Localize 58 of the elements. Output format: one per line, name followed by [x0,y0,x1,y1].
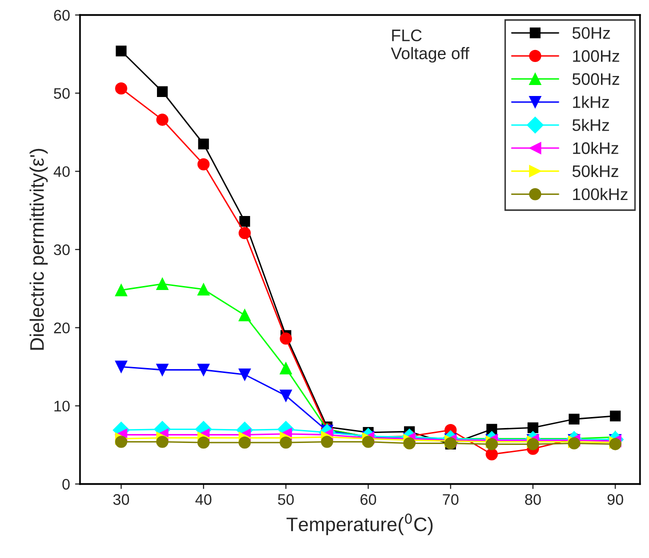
legend-label: 100kHz [573,188,628,200]
x-tick-label: 80 [525,494,541,505]
point [115,82,128,95]
legend-label: 500Hz [572,73,620,85]
point [486,438,498,450]
point [197,436,210,449]
point [568,414,580,425]
point [280,390,292,402]
point [486,448,498,460]
x-tick-label: 60 [360,494,376,505]
point [238,227,251,240]
x-tick-label: 70 [442,494,458,505]
point [156,278,168,290]
point [156,86,168,97]
point [238,436,251,449]
point [610,410,621,422]
point [526,438,540,450]
y-tick-label: 10 [54,400,70,412]
legend-label: 5kHz [572,118,609,132]
y-tick-label: 50 [54,88,70,99]
point [280,362,292,374]
y-axis-title: Dielectric permittivity(ε') [30,148,48,350]
point [320,436,334,448]
legend-label: 1kHz [573,96,609,108]
point [238,309,251,322]
point [403,437,416,450]
y-tick-label: 0 [62,478,70,490]
point [116,46,127,56]
y-tick-label: 20 [54,322,70,334]
point [156,436,168,448]
x-tick-label: 50 [278,494,294,505]
point [115,436,128,448]
point [197,364,210,376]
point [197,283,210,296]
point [156,364,168,376]
y-tick-label: 40 [54,166,70,178]
x-tick-label: 30 [113,494,130,505]
y-tick-label: 30 [54,244,70,256]
point [280,332,292,345]
point [239,216,250,227]
point [197,158,210,170]
point [362,436,374,448]
x-axis-title: Temperature($^{0}$C) [286,514,433,536]
point [115,284,128,296]
legend-label: 50kHz [572,164,618,178]
point [238,368,251,381]
y-tick-label: 60 [54,10,70,21]
annotation: FLC Voltage off [390,30,470,63]
point [280,436,292,449]
x-tick-label: 40 [195,494,212,505]
legend-label: 50Hz [572,27,610,39]
legend-label: 10kHz [573,142,618,154]
legend-label: 100Hz [573,50,620,62]
point [115,360,128,373]
point [156,114,168,126]
point [528,422,538,434]
x-tick-label: 90 [608,494,624,505]
point [198,138,209,150]
